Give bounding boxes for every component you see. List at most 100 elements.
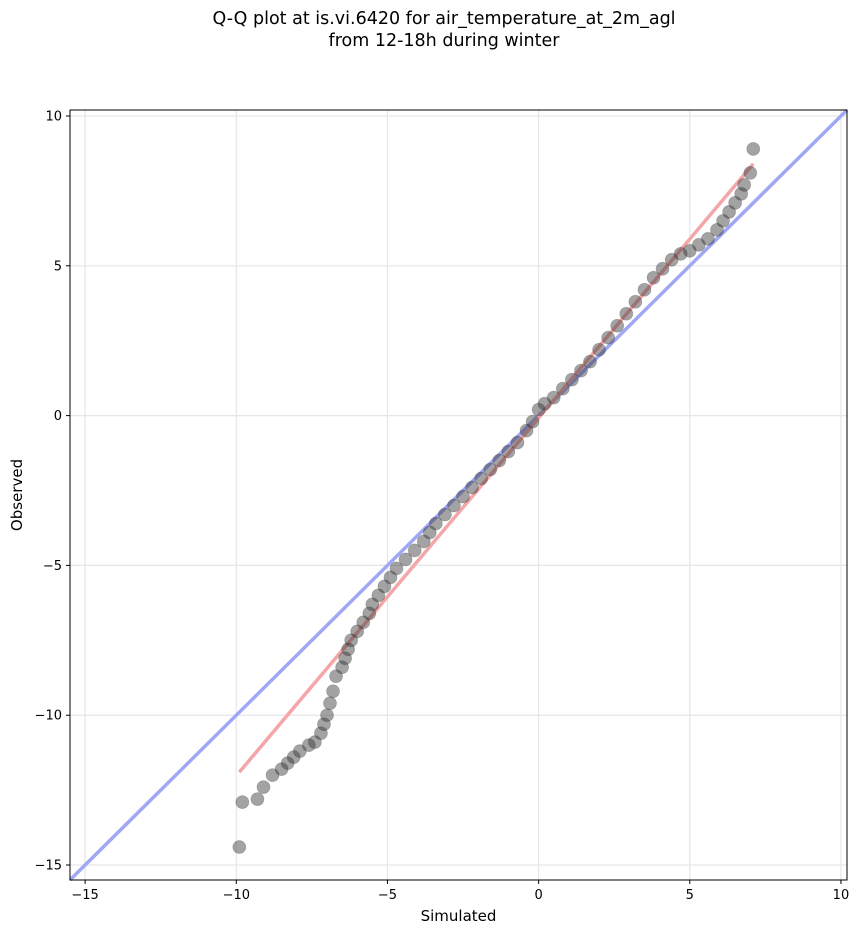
data-point xyxy=(437,507,452,522)
data-point xyxy=(250,792,265,807)
chart-title: Q-Q plot at is.vi.6420 for air_temperatu… xyxy=(0,8,861,52)
data-point xyxy=(734,186,749,201)
data-point xyxy=(292,744,307,759)
data-point xyxy=(555,381,570,396)
data-point xyxy=(335,660,350,675)
data-point xyxy=(422,525,437,540)
data-point xyxy=(474,471,489,486)
data-point xyxy=(737,178,752,192)
data-point xyxy=(307,735,322,750)
x-tick-label: 5 xyxy=(686,888,694,903)
data-point xyxy=(365,597,380,612)
data-point xyxy=(344,633,359,648)
data-point xyxy=(655,261,670,276)
data-point xyxy=(483,462,498,477)
data-point xyxy=(574,363,588,378)
data-point xyxy=(338,651,353,666)
y-tick-label: −10 xyxy=(35,709,62,724)
y-axis-ticks: −15 −10 −5 0 5 10 xyxy=(35,109,70,874)
reference-lines xyxy=(68,108,849,882)
data-point xyxy=(256,780,271,795)
data-point xyxy=(564,372,579,387)
data-point xyxy=(314,726,328,741)
data-point xyxy=(716,213,730,228)
x-tick-label: 10 xyxy=(833,888,850,903)
data-point xyxy=(722,204,736,219)
data-point xyxy=(286,750,301,765)
data-point xyxy=(746,142,761,156)
data-point xyxy=(710,222,724,237)
data-point xyxy=(323,696,337,711)
grid-lines xyxy=(70,110,847,880)
data-point xyxy=(377,579,392,594)
y-axis-label: Observed xyxy=(8,459,26,531)
data-point xyxy=(350,624,365,639)
y-tick-label: 0 xyxy=(54,409,62,424)
data-point xyxy=(447,498,461,513)
y-tick-label: −5 xyxy=(43,559,62,574)
data-point xyxy=(664,252,679,267)
data-point xyxy=(519,423,534,438)
y-tick-label: −15 xyxy=(35,859,62,874)
data-point xyxy=(341,642,356,657)
data-point xyxy=(362,606,377,621)
x-tick-label: −5 xyxy=(378,888,397,903)
data-point xyxy=(274,762,289,777)
data-point xyxy=(371,588,386,603)
data-point xyxy=(546,390,561,405)
data-point xyxy=(619,306,634,321)
data-point xyxy=(637,282,652,297)
data-point xyxy=(646,270,661,285)
identity-line xyxy=(68,108,849,882)
data-point xyxy=(301,738,316,753)
data-point xyxy=(501,444,516,459)
data-point xyxy=(383,570,398,585)
data-point xyxy=(673,246,688,261)
data-point xyxy=(525,414,540,429)
x-tick-label: −10 xyxy=(223,888,250,903)
data-point xyxy=(265,768,280,783)
data-point xyxy=(701,231,715,246)
data-point xyxy=(317,717,331,732)
data-point xyxy=(356,615,371,630)
x-tick-label: 0 xyxy=(534,888,542,903)
data-point xyxy=(320,708,334,723)
data-point xyxy=(601,330,616,345)
data-point xyxy=(743,166,758,180)
data-point xyxy=(329,669,343,684)
data-point xyxy=(389,561,404,576)
x-axis-label: Simulated xyxy=(421,907,497,925)
data-point xyxy=(592,342,606,357)
data-points xyxy=(232,142,761,854)
data-point xyxy=(456,489,470,504)
data-point xyxy=(232,840,247,854)
data-point xyxy=(428,516,443,531)
data-point xyxy=(407,543,422,558)
data-point xyxy=(235,795,250,810)
data-point xyxy=(682,243,697,258)
chart-title-line-1: Q-Q plot at is.vi.6420 for air_temperatu… xyxy=(212,9,676,29)
data-point xyxy=(531,402,546,417)
data-point xyxy=(610,318,625,333)
y-tick-label: 5 xyxy=(54,259,62,274)
data-point xyxy=(510,435,525,450)
y-tick-label: 10 xyxy=(45,109,62,124)
x-tick-label: −15 xyxy=(71,888,98,903)
plot-area-frame xyxy=(69,109,848,881)
data-point xyxy=(326,684,340,699)
data-point xyxy=(628,294,643,309)
data-point xyxy=(465,480,480,495)
x-axis-ticks: −15 −10 −5 0 5 10 xyxy=(71,880,849,903)
data-point xyxy=(492,453,507,468)
data-point xyxy=(280,756,295,771)
data-point xyxy=(728,195,743,210)
data-point xyxy=(416,534,431,549)
data-point xyxy=(537,396,552,411)
fit-line xyxy=(237,162,755,774)
data-point xyxy=(398,552,413,567)
chart-title-line-2: from 12-18h during winter xyxy=(328,31,560,51)
data-point xyxy=(583,354,597,369)
data-point xyxy=(691,237,706,252)
